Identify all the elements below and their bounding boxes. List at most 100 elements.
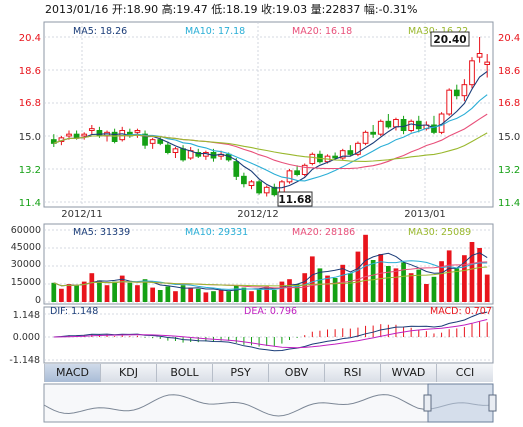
macd-value-label: MACD: 0.707 bbox=[430, 306, 492, 317]
volume-bar bbox=[385, 266, 391, 302]
price-ma5-line bbox=[53, 70, 488, 189]
macd-dif-label: DIF: 1.148 bbox=[50, 306, 98, 317]
volume-bar bbox=[112, 281, 117, 302]
volume-bar bbox=[74, 285, 79, 302]
volume-bar bbox=[119, 275, 125, 302]
x-label-2012-12: 2012/12 bbox=[237, 209, 279, 220]
vol-y-2: 30000 bbox=[11, 259, 41, 270]
tab-kdj[interactable]: KDJ bbox=[100, 364, 156, 382]
candle-body bbox=[149, 139, 156, 144]
volume-bar bbox=[287, 279, 292, 302]
high-callout: 20.40 bbox=[433, 34, 466, 46]
volume-bar bbox=[424, 284, 429, 302]
price-y-right-4: 13.2 bbox=[498, 165, 520, 176]
volume-bar bbox=[89, 273, 95, 302]
price-candles bbox=[50, 37, 491, 197]
price-legend-ma20: MA20: 16.18 bbox=[292, 26, 352, 37]
volume-bar bbox=[477, 248, 482, 302]
volume-bar bbox=[355, 251, 361, 302]
candle-body bbox=[347, 150, 354, 155]
volume-bar bbox=[401, 262, 406, 302]
candle-body bbox=[233, 161, 240, 177]
volume-bar bbox=[370, 260, 376, 302]
price-panel-frame bbox=[43, 21, 494, 208]
candle-body bbox=[164, 144, 171, 154]
price-y-right-0: 20.4 bbox=[498, 33, 520, 44]
tab-rsi[interactable]: RSI bbox=[324, 364, 380, 382]
volume-bar bbox=[249, 291, 254, 302]
volume-bar bbox=[363, 234, 368, 302]
volume-bar bbox=[317, 268, 323, 302]
range-navigator bbox=[43, 383, 497, 423]
volume-bar bbox=[431, 276, 437, 302]
volume-bar bbox=[135, 285, 140, 302]
candle-body bbox=[393, 119, 399, 128]
volume-bar bbox=[97, 280, 102, 302]
volume-bar bbox=[157, 290, 163, 302]
volume-bar bbox=[446, 250, 452, 302]
candle-body bbox=[438, 113, 445, 133]
volume-bar bbox=[150, 287, 156, 302]
candle-body bbox=[134, 130, 141, 133]
navigator-handle-right bbox=[488, 394, 497, 412]
tab-psy[interactable]: PSY bbox=[212, 364, 268, 382]
candle-body bbox=[301, 164, 308, 175]
tab-cci[interactable]: CCI bbox=[436, 364, 493, 382]
navigator-frame bbox=[43, 383, 494, 423]
vol-y-1: 45000 bbox=[11, 242, 41, 253]
candle-body bbox=[50, 139, 57, 144]
candle-body bbox=[73, 133, 80, 139]
price-y-left-1: 18.6 bbox=[19, 66, 41, 77]
candle-body bbox=[385, 120, 392, 128]
volume-bar bbox=[462, 255, 467, 302]
tab-boll[interactable]: BOLL bbox=[156, 364, 212, 382]
candle-body bbox=[309, 153, 316, 164]
volume-ma30-line bbox=[53, 266, 488, 287]
macd-y-1: 0.000 bbox=[13, 332, 40, 343]
vol-legend-ma30: MA30: 25089 bbox=[408, 227, 471, 238]
volume-bar bbox=[271, 290, 277, 302]
volume-bar bbox=[325, 275, 330, 302]
candle-body bbox=[172, 148, 179, 153]
volume-bar bbox=[378, 254, 384, 302]
candle-body bbox=[400, 119, 407, 131]
price-ma30-line bbox=[53, 132, 488, 162]
quote-header: 2013/01/16 开:18.90 高:19.47 低:18.19 收:19.… bbox=[45, 3, 418, 16]
candle-body bbox=[66, 133, 72, 137]
volume-bar bbox=[439, 261, 444, 302]
volume-bar bbox=[309, 256, 315, 302]
volume-bar bbox=[59, 288, 64, 302]
candle-body bbox=[332, 155, 338, 159]
volume-bar bbox=[332, 278, 338, 302]
vol-y-0: 60000 bbox=[11, 225, 41, 236]
macd-dea-label: DEA: 0.796 bbox=[244, 306, 297, 317]
price-legend-ma10: MA10: 17.18 bbox=[185, 26, 245, 37]
tab-wvad[interactable]: WVAD bbox=[380, 364, 436, 382]
volume-bar bbox=[211, 291, 216, 302]
tab-obv[interactable]: OBV bbox=[268, 364, 324, 382]
vol-y-4: 0 bbox=[35, 295, 41, 306]
volume-bar bbox=[165, 286, 171, 302]
candle-body bbox=[81, 133, 88, 137]
volume-bar bbox=[484, 274, 490, 302]
candle-body bbox=[469, 60, 475, 86]
low-callout-box bbox=[277, 191, 313, 207]
volume-bar bbox=[127, 282, 133, 302]
volume-bar bbox=[195, 288, 201, 302]
navigator-handle-left bbox=[423, 394, 432, 412]
volume-bar bbox=[454, 268, 460, 302]
volume-bar bbox=[408, 273, 414, 302]
macd-dif-line bbox=[53, 311, 488, 352]
candle-body bbox=[241, 175, 247, 185]
macd-dea-line bbox=[53, 319, 488, 349]
volume-bar bbox=[241, 287, 247, 302]
tab-macd[interactable]: MACD bbox=[44, 364, 100, 382]
macd-y-0: 1.148 bbox=[13, 310, 40, 321]
macd-y-2: -1.148 bbox=[9, 355, 40, 366]
vol-y-3: 15000 bbox=[11, 277, 41, 288]
volume-bar bbox=[104, 285, 110, 302]
candle-body bbox=[370, 131, 377, 135]
navigator-line bbox=[43, 394, 494, 417]
candle-body bbox=[286, 170, 293, 183]
candle-body bbox=[355, 142, 361, 155]
